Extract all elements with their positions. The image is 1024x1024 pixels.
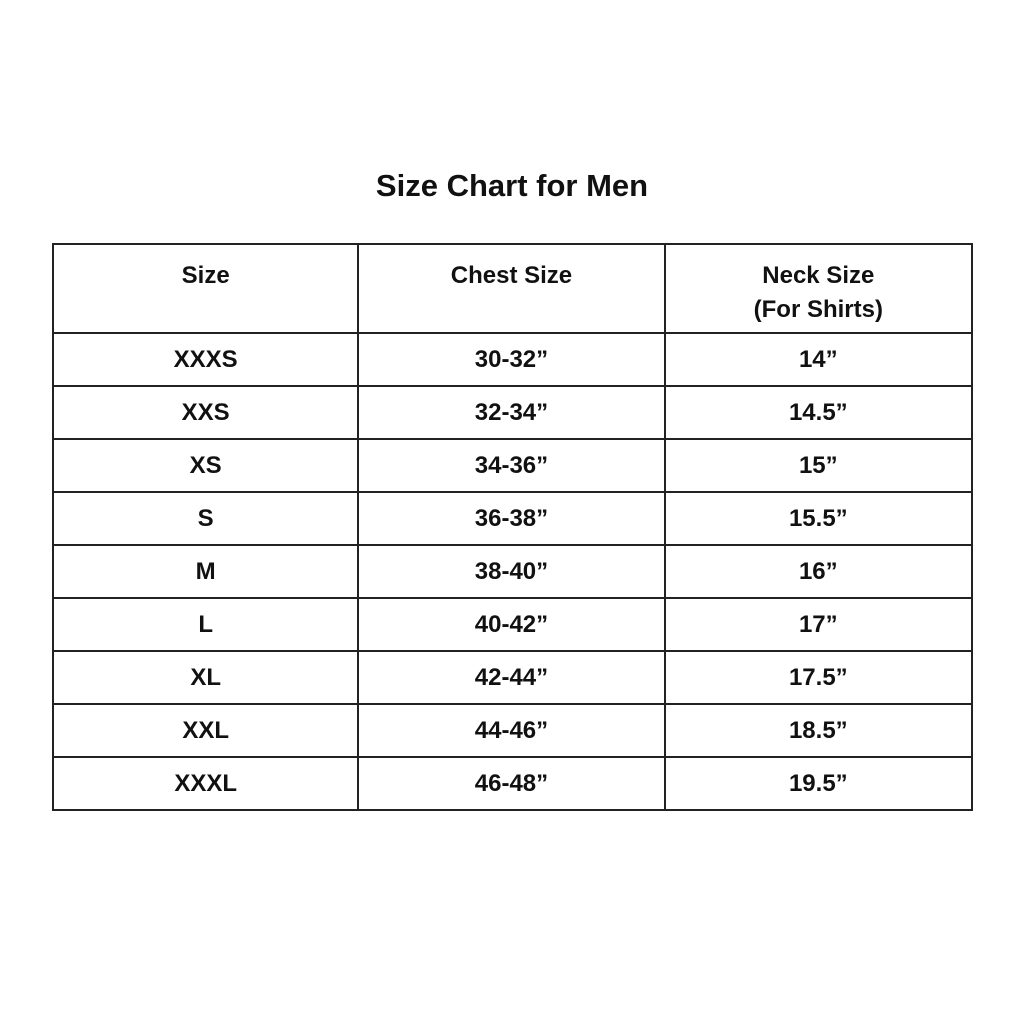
page-title: Size Chart for Men <box>375 168 649 203</box>
header-neck-label: Neck Size <box>762 262 875 289</box>
cell-size: XXXL <box>51 756 360 811</box>
cell-chest: 46-48” <box>357 756 666 811</box>
cell-neck: 17.5” <box>663 650 974 705</box>
table-row: S 36-38” 15.5” <box>51 491 974 546</box>
table-row: XXS 32-34” 14.5” <box>51 385 974 440</box>
table-row: XXXL 46-48” 19.5” <box>51 756 974 811</box>
cell-chest: 42-44” <box>357 650 666 705</box>
cell-chest: 34-36” <box>357 438 666 493</box>
table-row: XS 34-36” 15” <box>51 438 974 493</box>
cell-neck: 19.5” <box>663 756 974 811</box>
cell-neck: 15.5” <box>663 491 974 546</box>
cell-size: S <box>51 491 360 546</box>
cell-chest: 44-46” <box>357 703 666 758</box>
cell-neck: 15” <box>663 438 974 493</box>
table-row: L 40-42” 17” <box>51 597 974 652</box>
cell-neck: 17” <box>663 597 974 652</box>
table-row: XL 42-44” 17.5” <box>51 650 974 705</box>
table-row: XXXS 30-32” 14” <box>51 332 974 387</box>
cell-neck: 16” <box>663 544 974 599</box>
cell-chest: 32-34” <box>357 385 666 440</box>
cell-size: XXXS <box>51 332 360 387</box>
cell-chest: 30-32” <box>357 332 666 387</box>
header-neck: Neck Size (For Shirts) <box>663 243 974 334</box>
cell-neck: 14.5” <box>663 385 974 440</box>
cell-chest: 40-42” <box>357 597 666 652</box>
cell-size: M <box>51 544 360 599</box>
header-size: Size <box>51 243 360 334</box>
table-row: M 38-40” 16” <box>51 544 974 599</box>
cell-size: XXL <box>51 703 360 758</box>
cell-size: L <box>51 597 360 652</box>
header-row: Size Chest Size Neck Size (For Shirts) <box>51 243 974 334</box>
cell-neck: 14” <box>663 332 974 387</box>
cell-neck: 18.5” <box>663 703 974 758</box>
header-neck-sublabel: (For Shirts) <box>753 296 883 323</box>
header-chest: Chest Size <box>357 243 666 334</box>
cell-size: XS <box>51 438 360 493</box>
cell-size: XXS <box>51 385 360 440</box>
cell-chest: 38-40” <box>357 544 666 599</box>
cell-chest: 36-38” <box>357 491 666 546</box>
size-chart-table: Size Chest Size Neck Size (For Shirts) X… <box>51 243 974 811</box>
table-body: XXXS 30-32” 14” XXS 32-34” 14.5” XS 34-36” 15” S 3… <box>51 332 974 811</box>
cell-size: XL <box>51 650 360 705</box>
table-row: XXL 44-46” 18.5” <box>51 703 974 758</box>
